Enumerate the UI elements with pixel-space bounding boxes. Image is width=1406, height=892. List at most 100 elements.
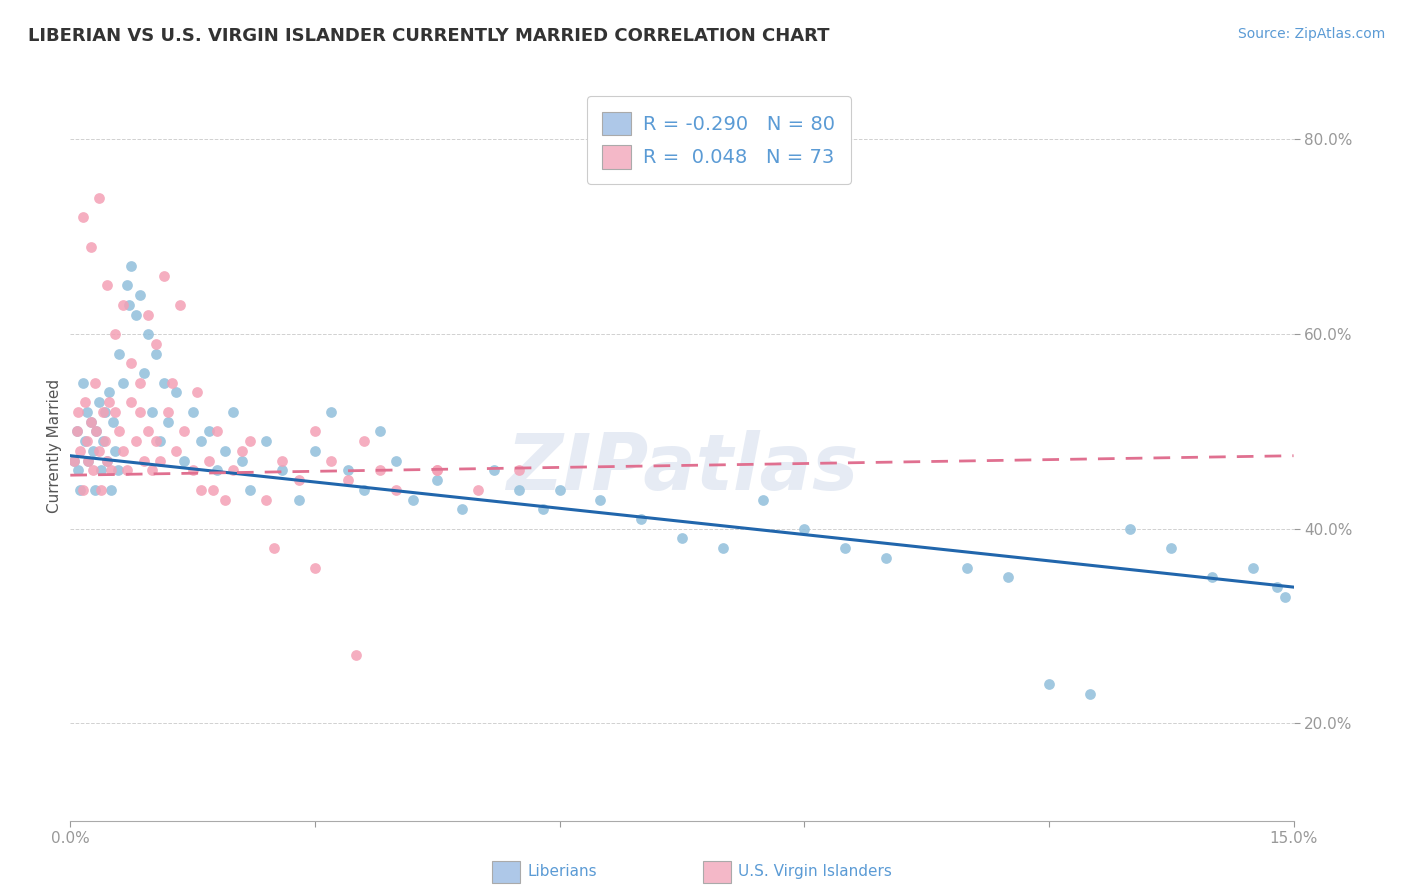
Point bbox=[304, 560, 326, 574]
Point bbox=[86, 425, 108, 439]
Point bbox=[181, 463, 204, 477]
Point bbox=[98, 385, 121, 400]
Legend: R = -0.290   N = 80, R =  0.048   N = 73: R = -0.290 N = 80, R = 0.048 N = 73 bbox=[586, 96, 851, 185]
Point bbox=[82, 443, 104, 458]
Point bbox=[67, 463, 90, 477]
Point bbox=[157, 405, 180, 419]
Text: Source: ZipAtlas.com: Source: ZipAtlas.com bbox=[1237, 27, 1385, 41]
Point bbox=[108, 425, 131, 439]
Point bbox=[149, 453, 172, 467]
Point bbox=[222, 405, 245, 419]
Point bbox=[72, 211, 94, 225]
Point bbox=[76, 405, 98, 419]
Point bbox=[63, 453, 86, 467]
Point bbox=[90, 463, 112, 477]
Point bbox=[72, 376, 94, 390]
Point bbox=[121, 259, 143, 273]
Point bbox=[128, 376, 150, 390]
Point bbox=[304, 443, 326, 458]
Point bbox=[93, 405, 115, 419]
Point bbox=[467, 483, 489, 497]
Point bbox=[1160, 541, 1182, 556]
Point bbox=[263, 541, 285, 556]
Point bbox=[145, 346, 167, 360]
Point bbox=[77, 453, 100, 467]
Point bbox=[222, 463, 245, 477]
Point bbox=[484, 463, 506, 477]
Point bbox=[132, 366, 155, 380]
Point bbox=[205, 425, 228, 439]
Point bbox=[304, 425, 326, 439]
Point bbox=[336, 473, 359, 487]
Point bbox=[353, 434, 375, 449]
Point bbox=[1201, 570, 1223, 584]
Point bbox=[153, 268, 176, 283]
Point bbox=[239, 483, 262, 497]
Point bbox=[162, 376, 183, 390]
Point bbox=[112, 443, 135, 458]
Point bbox=[426, 463, 449, 477]
Point bbox=[239, 434, 262, 449]
Point bbox=[153, 376, 176, 390]
Point bbox=[90, 483, 112, 497]
Point bbox=[91, 405, 114, 419]
Point bbox=[752, 492, 775, 507]
Point bbox=[145, 336, 167, 351]
Point bbox=[368, 463, 391, 477]
Point bbox=[186, 385, 208, 400]
Point bbox=[72, 483, 94, 497]
Point bbox=[82, 463, 104, 477]
Point bbox=[79, 415, 103, 429]
Point bbox=[128, 405, 150, 419]
Point bbox=[141, 463, 163, 477]
Point bbox=[73, 395, 96, 409]
Point bbox=[589, 492, 612, 507]
Point bbox=[117, 463, 139, 477]
Point bbox=[118, 298, 141, 312]
Point bbox=[450, 502, 472, 516]
Point bbox=[96, 278, 118, 293]
Point bbox=[231, 453, 253, 467]
Point bbox=[426, 473, 449, 487]
Point bbox=[548, 483, 571, 497]
Point bbox=[149, 434, 172, 449]
Point bbox=[385, 453, 408, 467]
Point bbox=[321, 453, 343, 467]
Point bbox=[91, 434, 114, 449]
Point bbox=[132, 453, 155, 467]
Point bbox=[96, 453, 118, 467]
Point bbox=[368, 425, 391, 439]
Point bbox=[101, 415, 124, 429]
Point bbox=[165, 385, 187, 400]
Point bbox=[402, 492, 425, 507]
Point bbox=[198, 425, 221, 439]
Text: Liberians: Liberians bbox=[527, 864, 598, 879]
Point bbox=[69, 483, 91, 497]
Point bbox=[336, 463, 359, 477]
Point bbox=[198, 453, 221, 467]
Point bbox=[165, 443, 187, 458]
Point bbox=[83, 376, 105, 390]
Point bbox=[87, 191, 110, 205]
Point bbox=[531, 502, 554, 516]
Point bbox=[124, 308, 146, 322]
Point bbox=[77, 453, 100, 467]
Point bbox=[1241, 560, 1264, 574]
Point bbox=[202, 483, 225, 497]
Point bbox=[121, 395, 143, 409]
Point bbox=[254, 492, 277, 507]
Point bbox=[107, 463, 129, 477]
Point bbox=[100, 463, 122, 477]
Point bbox=[630, 512, 652, 526]
Point bbox=[385, 483, 408, 497]
Point bbox=[1078, 687, 1101, 701]
Point bbox=[66, 425, 89, 439]
Y-axis label: Currently Married: Currently Married bbox=[46, 379, 62, 513]
Point bbox=[117, 278, 139, 293]
Point bbox=[287, 473, 309, 487]
Text: U.S. Virgin Islanders: U.S. Virgin Islanders bbox=[738, 864, 891, 879]
Point bbox=[508, 483, 530, 497]
Point bbox=[1038, 677, 1060, 691]
Point bbox=[67, 405, 90, 419]
Point bbox=[136, 308, 159, 322]
